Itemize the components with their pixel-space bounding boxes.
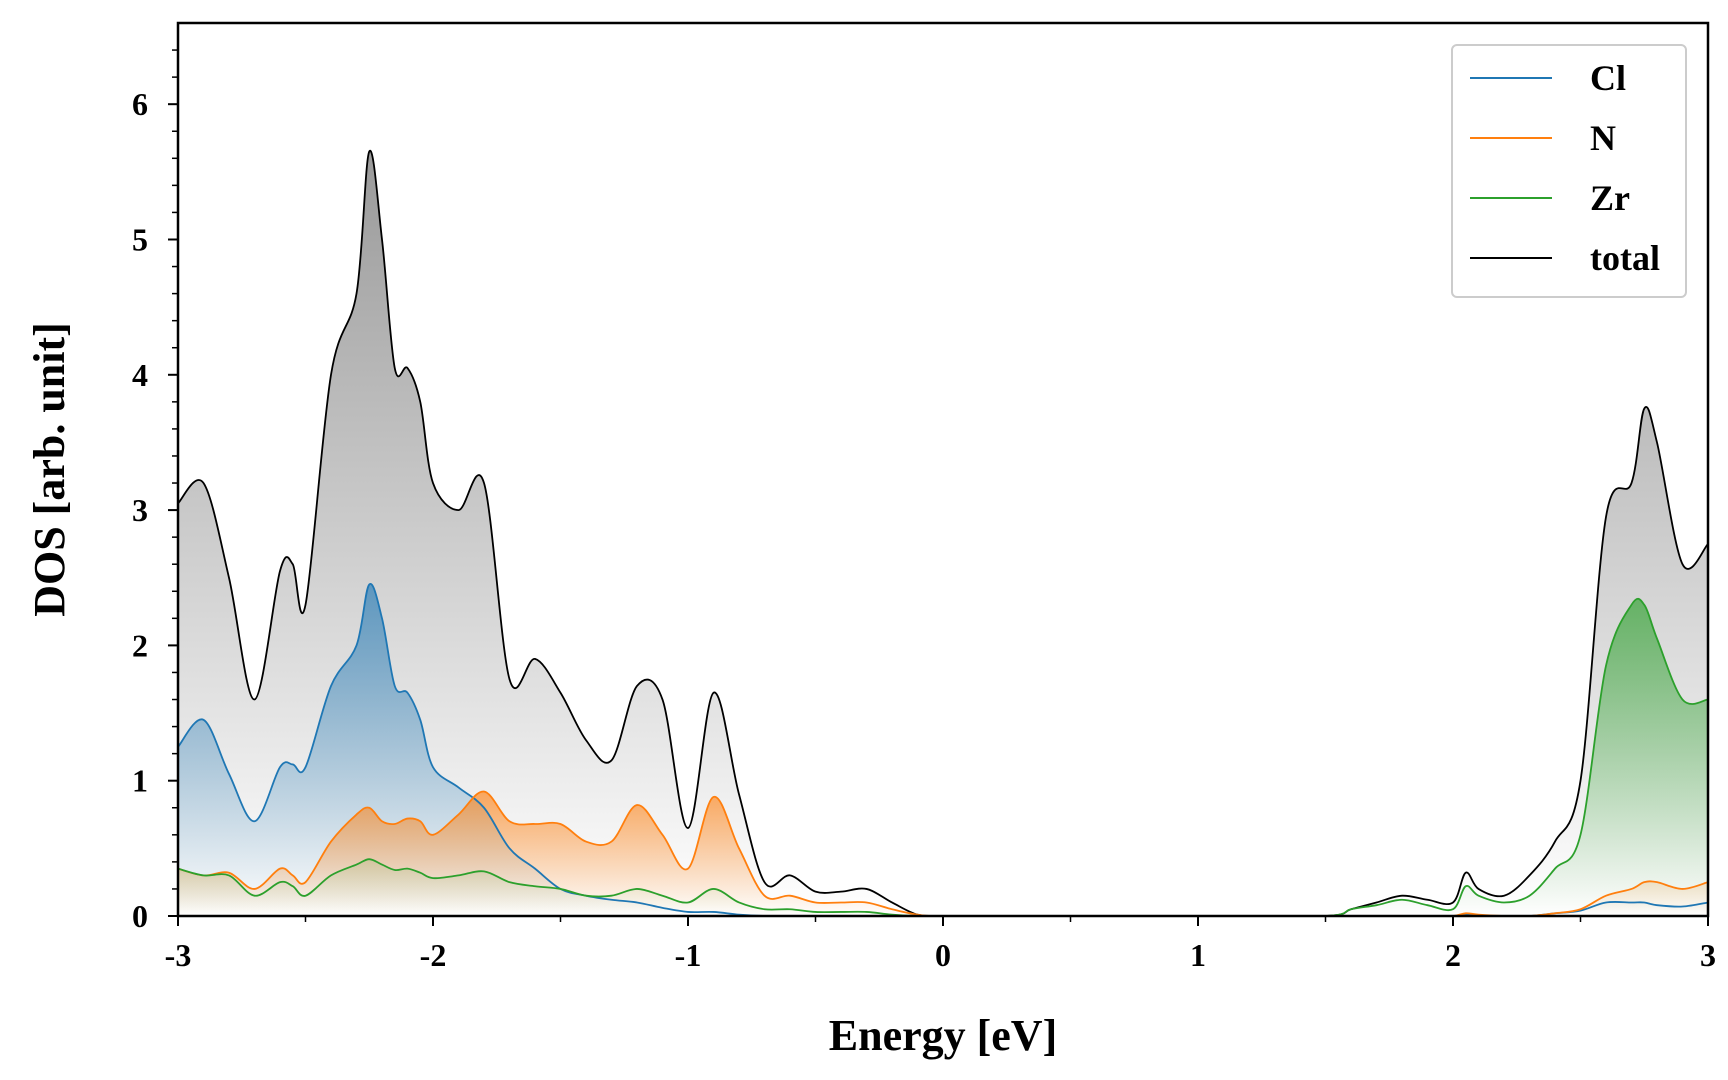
legend-box (1451, 44, 1687, 298)
x-tick-label: 0 (935, 937, 951, 973)
y-tick-label: 3 (132, 492, 148, 528)
series-fill-zr (178, 598, 1708, 916)
series-line-total (177, 149, 1709, 917)
legend-label-n: N (1590, 118, 1616, 158)
legend-label-total: total (1590, 238, 1660, 278)
series-fills (178, 150, 1708, 916)
y-tick-label: 6 (132, 86, 148, 122)
legend-label-zr: Zr (1590, 178, 1630, 218)
x-axis-title: Energy [eV] (829, 1011, 1058, 1060)
x-tick-label: 1 (1190, 937, 1206, 973)
y-tick-label: 1 (132, 763, 148, 799)
x-tick-label: 2 (1445, 937, 1461, 973)
x-tick-label: -1 (675, 937, 702, 973)
series-line-zr (177, 597, 1709, 917)
x-tick-label: -2 (420, 937, 447, 973)
x-axis: -3 -2 -1 0 1 2 3 (165, 916, 1716, 973)
y-tick-label: 2 (132, 627, 148, 663)
x-tick-label: 3 (1700, 937, 1716, 973)
legend: Cl N Zr total (1451, 44, 1687, 298)
y-tick-label: 0 (132, 898, 148, 934)
x-tick-label: -3 (165, 937, 192, 973)
y-axis: 0 1 2 3 4 5 6 (132, 49, 178, 934)
series-fill-total (178, 150, 1708, 916)
legend-label-cl: Cl (1590, 58, 1626, 98)
y-axis-title: DOS [arb. unit] (25, 322, 74, 617)
y-tick-label: 4 (132, 357, 148, 393)
series-fill-n (178, 791, 1708, 916)
y-tick-label: 5 (132, 221, 148, 257)
